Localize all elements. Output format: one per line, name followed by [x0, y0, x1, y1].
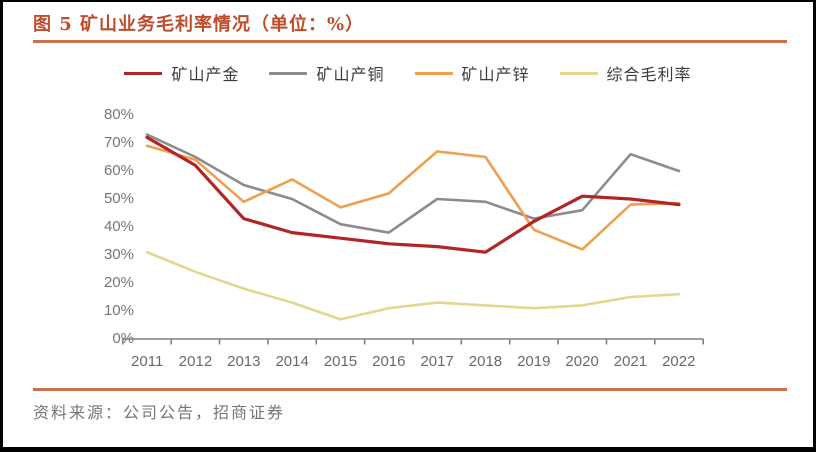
legend-line-swatch-gold [124, 71, 163, 75]
chart-title: 图 5 矿山业务毛利率情况（单位：%） [33, 14, 365, 35]
legend-item-mine-gold: 矿山产金 [124, 61, 239, 85]
series-line-0 [145, 135, 681, 254]
x-axis-tick-label: 2017 [420, 353, 454, 370]
y-axis-tick-label: 10% [103, 302, 134, 319]
legend-item-mine-zinc: 矿山产锌 [414, 61, 530, 85]
y-axis: 80% 70% 60% 50% 40% 30% 20% 10% 0% [3, 2, 134, 362]
legend-line-swatch-copper [269, 71, 308, 75]
x-axis: 2011 2012 2013 2014 2015 2016 2017 2018 … [123, 352, 703, 372]
y-axis-tick-label: 0% [112, 330, 134, 347]
y-axis-tick-label: 50% [103, 190, 134, 207]
legend-label-copper: 矿山产铜 [316, 67, 385, 84]
series-line-3 [145, 250, 681, 321]
x-axis-tick-label: 2013 [227, 353, 261, 370]
legend-label-zinc: 矿山产锌 [461, 67, 530, 84]
series-line-1 [145, 133, 681, 234]
x-axis-tick-label: 2012 [178, 353, 213, 370]
y-axis-tick-label: 40% [103, 218, 134, 235]
source-note: 资料来源：公司公告，招商证券 [33, 403, 286, 422]
y-axis-tick-label: 30% [103, 246, 134, 263]
x-axis-tick-label: 2018 [468, 353, 503, 370]
y-axis-tick-label: 20% [103, 274, 134, 291]
y-axis-tick-label: 70% [103, 134, 134, 151]
x-axis-tick-label: 2014 [275, 353, 309, 370]
x-axis-tick-label: 2020 [565, 353, 599, 370]
x-axis-tick-label: 2019 [517, 353, 551, 370]
legend-item-overall-margin: 综合毛利率 [559, 61, 692, 85]
x-axis-tick-label: 2022 [662, 353, 696, 370]
x-axis-tick-label: 2011 [131, 353, 164, 370]
x-axis-tick-label: 2021 [613, 353, 648, 370]
legend-label-gold: 矿山产金 [171, 67, 240, 84]
legend-line-swatch-overall [559, 71, 598, 75]
legend-item-mine-copper: 矿山产铜 [269, 61, 384, 85]
footer-divider [33, 388, 787, 391]
x-axis-tick-label: 2015 [323, 353, 358, 370]
chart-legend: 矿山产金 矿山产铜 矿山产锌 综合毛利率 [3, 62, 813, 84]
title-divider [33, 40, 787, 43]
y-axis-tick-label: 60% [103, 162, 134, 179]
x-axis-tick-label: 2016 [372, 353, 406, 370]
legend-line-swatch-zinc [414, 71, 453, 75]
y-axis-tick-label: 80% [103, 106, 134, 123]
legend-label-overall: 综合毛利率 [606, 67, 692, 84]
series-line-2 [145, 144, 681, 251]
